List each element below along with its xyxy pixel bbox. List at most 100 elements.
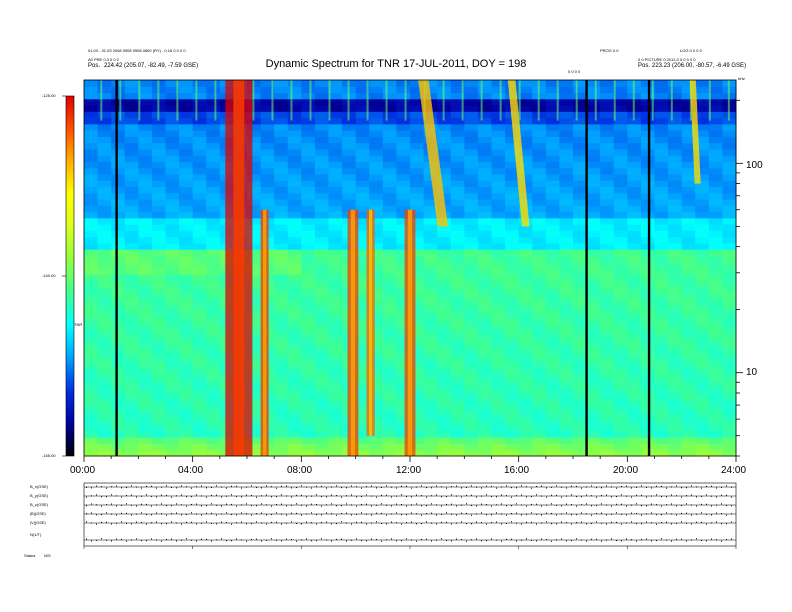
bottom-sample-point — [556, 494, 557, 496]
spectrogram-cell — [450, 349, 465, 357]
spectrogram-cell — [165, 186, 180, 194]
spectrogram-cell — [165, 330, 180, 338]
spectrogram-cell — [708, 280, 723, 288]
spectrogram-cell — [355, 249, 370, 256]
bottom-sample-point — [121, 496, 122, 498]
spectrogram-cell — [165, 211, 180, 219]
spectrogram-cell — [369, 249, 384, 256]
spectrogram-cell — [165, 224, 180, 231]
spectrogram-cell — [708, 92, 723, 100]
bottom-sample-point — [446, 487, 447, 489]
spectrogram-cell — [84, 324, 99, 332]
spectrogram-cell — [179, 211, 194, 219]
spectrogram-cell — [437, 242, 452, 250]
spectrogram-cell — [247, 443, 262, 451]
bottom-sample-point — [111, 523, 112, 525]
spectrogram-cell — [518, 249, 533, 256]
spectrogram-cell — [477, 280, 492, 288]
bottom-sample-point — [171, 505, 172, 507]
spectrogram-cell — [450, 324, 465, 332]
spectrogram-cell — [518, 136, 533, 144]
spectrogram-cell — [396, 224, 411, 231]
spectrogram-cell — [328, 136, 343, 144]
bottom-sample-point — [621, 494, 622, 496]
spectrogram-cell — [559, 261, 574, 269]
bottom-sample-point — [516, 487, 517, 489]
spectrogram-cell — [369, 399, 384, 407]
bottom-sample-point — [561, 513, 562, 515]
bottom-sample-point — [686, 503, 687, 505]
bottom-sample-point — [246, 503, 247, 505]
spectrogram-cell — [505, 274, 520, 282]
bottom-sample-point — [371, 505, 372, 507]
spectrogram-cell — [260, 117, 275, 125]
spectrogram-cell — [491, 418, 506, 426]
bottom-sample-point — [386, 485, 387, 487]
bottom-sample-point — [116, 538, 117, 540]
bottom-sample-point — [476, 513, 477, 515]
spectrogram-cell — [382, 217, 397, 225]
spectrogram-cell — [586, 80, 601, 87]
spectrogram-cell — [84, 280, 99, 288]
spectrogram-cell — [681, 362, 696, 369]
spectrogram-cell — [287, 311, 302, 319]
bottom-sample-point — [436, 494, 437, 496]
spectrogram-cell — [124, 261, 139, 269]
spectrogram-cell — [274, 86, 289, 94]
spectrogram-cell — [138, 205, 153, 213]
spectrogram-cell — [355, 268, 370, 275]
bottom-sample-point — [196, 503, 197, 505]
bottom-sample-point — [111, 503, 112, 505]
bottom-sample-point — [681, 496, 682, 498]
spectrogram-cell — [138, 142, 153, 150]
spectrogram-cell — [545, 249, 560, 256]
spectrogram-cell — [328, 80, 343, 87]
bottom-sample-point — [406, 538, 407, 540]
spectrogram-cell — [342, 180, 357, 188]
top-stripe — [594, 80, 597, 121]
spectrogram-cell — [274, 236, 289, 244]
burst-core-3 — [368, 209, 373, 436]
bottom-sample-point — [716, 496, 717, 498]
spectrogram-cell — [600, 362, 615, 369]
bottom-sample-point — [491, 496, 492, 498]
spectrogram-cell — [613, 387, 628, 394]
spectrogram-cell — [192, 336, 207, 344]
spectrogram-cell — [410, 80, 425, 87]
bottom-sample-point — [351, 539, 352, 541]
spectrogram-cell — [382, 324, 397, 332]
spectrogram-cell — [274, 336, 289, 344]
bottom-sample-point — [706, 523, 707, 525]
spectrogram-cell — [206, 424, 221, 432]
spectrogram-cell — [627, 230, 642, 238]
x-tick-4: 16:00 — [504, 465, 530, 476]
spectrogram-cell — [138, 418, 153, 426]
spectrogram-cell — [369, 211, 384, 219]
spectrogram-cell — [559, 236, 574, 244]
spectrogram-cell — [668, 142, 683, 150]
top-stripe — [651, 80, 654, 121]
spectrogram-cell — [600, 380, 615, 388]
spectrogram-cell — [654, 268, 669, 275]
spectrogram-cell — [600, 399, 615, 407]
spectrogram-cell — [437, 311, 452, 319]
spectrogram-cell — [518, 418, 533, 426]
bottom-sample-point — [676, 522, 677, 524]
spectrogram-cell — [477, 86, 492, 94]
bottom-sample-point — [86, 538, 87, 540]
bottom-sample-point — [511, 496, 512, 498]
bottom-sample-point — [291, 496, 292, 498]
spectrogram-cell — [192, 449, 207, 457]
spectrogram-cell — [124, 236, 139, 244]
bottom-sample-point — [231, 514, 232, 516]
spectrogram-cell — [654, 186, 669, 194]
bottom-sample-point — [126, 503, 127, 505]
spectrogram-cell — [151, 430, 166, 438]
spectrogram-cell — [151, 424, 166, 432]
bottom-sample-point — [341, 521, 342, 523]
spectrogram-cell — [179, 286, 194, 294]
spectrogram-cell — [111, 217, 126, 225]
spectrogram-cell — [477, 230, 492, 238]
spectrogram-cell — [355, 399, 370, 407]
spectrogram-cell — [165, 368, 180, 376]
